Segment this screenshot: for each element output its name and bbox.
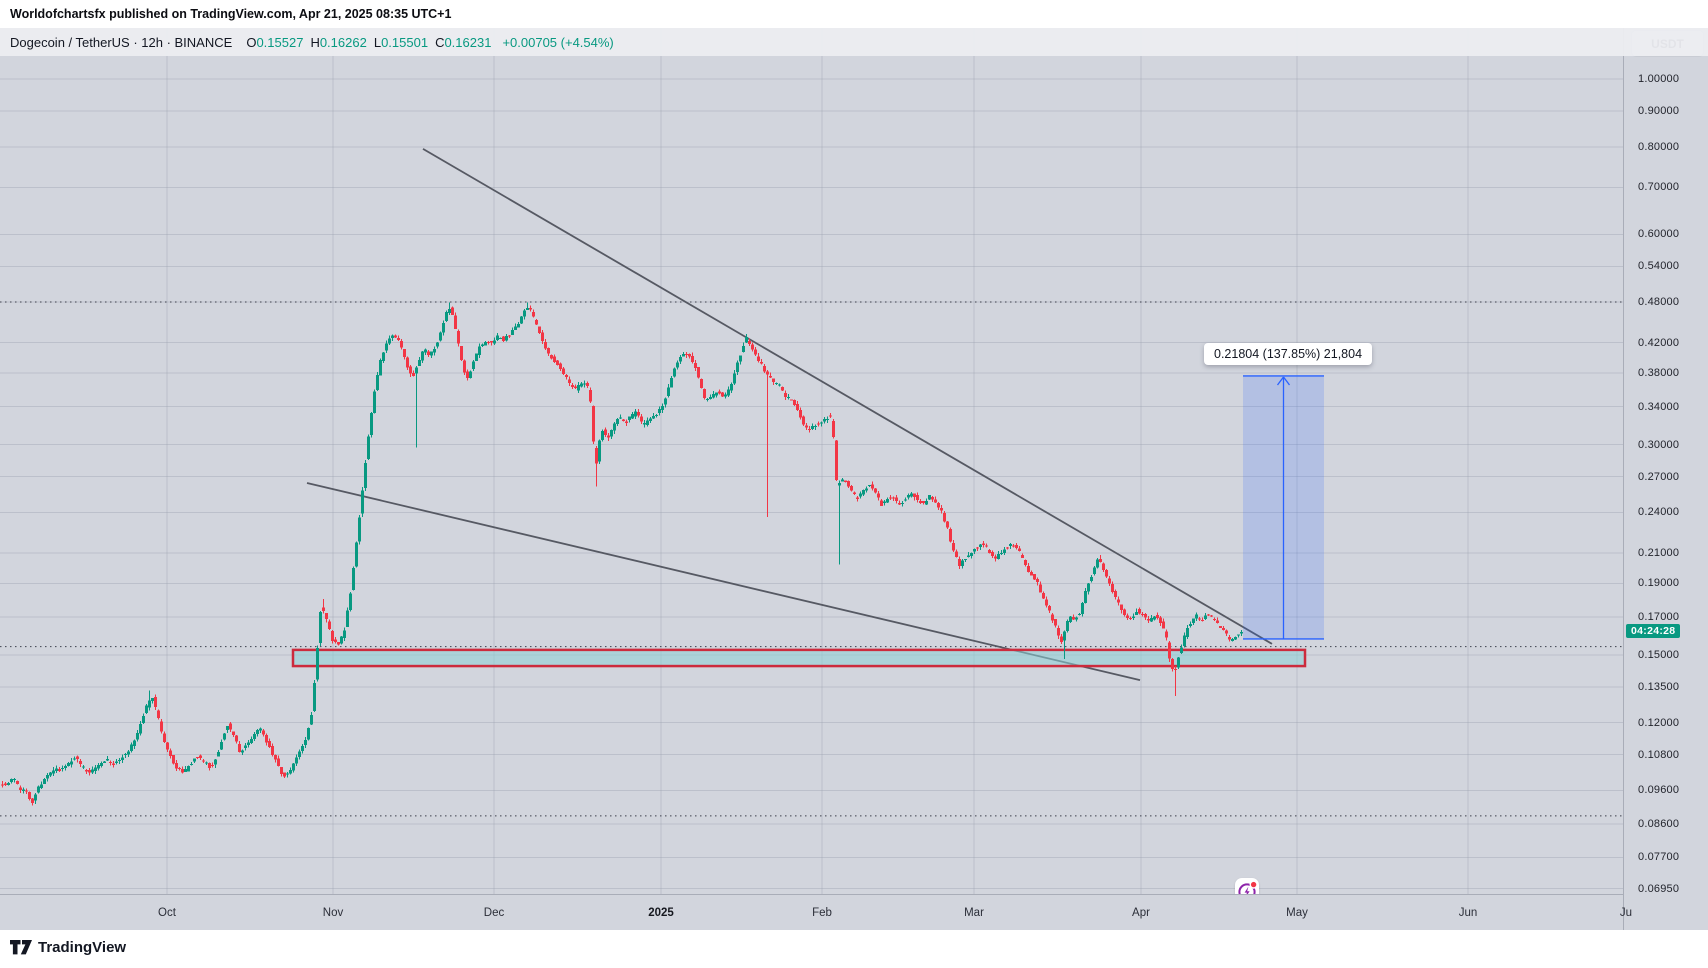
tradingview-logo-icon	[10, 940, 32, 955]
price-tick-0.42000: 0.42000	[1638, 336, 1680, 349]
support-zone-rect[interactable]	[291, 648, 1307, 668]
price-tick-0.48000: 0.48000	[1638, 296, 1680, 308]
change-value: +0.00705 (+4.54%)	[502, 34, 614, 50]
price-tick-0.10800: 0.10800	[1638, 748, 1680, 761]
measure-box[interactable]	[1243, 375, 1324, 640]
price-tick-0.09600: 0.09600	[1638, 784, 1680, 797]
high-label: H	[310, 34, 320, 50]
trendline-upper-descending[interactable]	[422, 148, 1273, 645]
symbol-header: Dogecoin / TetherUS · 12h · BINANCE O0.1…	[0, 28, 1708, 56]
gridlines	[0, 28, 1623, 894]
symbol-title: Dogecoin / TetherUS · 12h · BINANCE	[10, 34, 233, 50]
price-tick-0.60000: 0.60000	[1638, 228, 1680, 241]
price-tick-0.70000: 0.70000	[1638, 181, 1680, 194]
price-tick-0.30000: 0.30000	[1638, 438, 1680, 451]
candlestick-series	[1, 302, 1243, 806]
time-tick-May: May	[1286, 907, 1308, 919]
chart-pane[interactable]	[0, 28, 1623, 894]
price-tick-0.24000: 0.24000	[1638, 506, 1680, 519]
tradingview-logo-text: TradingView	[38, 939, 127, 956]
time-tick-2025: 2025	[648, 907, 674, 919]
time-tick-Feb: Feb	[812, 907, 832, 919]
bar-countdown-badge: 04:24:28	[1626, 624, 1681, 639]
time-tick-Ju: Ju	[1619, 907, 1633, 919]
trendline-lower-descending[interactable]	[306, 482, 1141, 681]
close-label: C	[435, 34, 445, 50]
chart-area[interactable]: Dogecoin / TetherUS · 12h · BINANCE O0.1…	[0, 28, 1708, 930]
tradingview-logo[interactable]: TradingView	[10, 939, 126, 956]
time-tick-Apr: Apr	[1132, 907, 1150, 919]
high-value: 0.16262	[319, 34, 367, 50]
time-tick-Mar: Mar	[964, 907, 984, 919]
price-tick-0.27000: 0.27000	[1638, 470, 1680, 483]
time-tick-Nov: Nov	[322, 907, 344, 919]
close-value: 0.16231	[444, 34, 492, 50]
price-tick-0.13500: 0.13500	[1638, 680, 1680, 693]
open-label: O	[246, 34, 257, 50]
time-tick-Jun: Jun	[1458, 907, 1478, 919]
price-tick-0.08600: 0.08600	[1638, 817, 1680, 830]
price-tick-0.12000: 0.12000	[1638, 716, 1680, 729]
price-axis[interactable]: USDT 04:24:28 1.000000.900000.800000.700…	[1623, 28, 1708, 930]
price-tick-0.07700: 0.07700	[1638, 851, 1680, 864]
price-tick-0.21000: 0.21000	[1638, 546, 1680, 559]
footer-bar: TradingView	[0, 930, 1708, 968]
price-tick-1.00000: 1.00000	[1638, 73, 1680, 86]
price-tick-0.34000: 0.34000	[1638, 400, 1680, 413]
price-tick-0.38000: 0.38000	[1638, 366, 1680, 379]
price-tick-0.90000: 0.90000	[1638, 105, 1680, 118]
time-tick-Dec: Dec	[483, 907, 505, 919]
measure-tool-label: 0.21804 (137.85%) 21,804	[1204, 343, 1373, 365]
price-tick-0.80000: 0.80000	[1638, 140, 1680, 153]
price-tick-0.15000: 0.15000	[1638, 649, 1680, 662]
attribution-text: Worldofchartsfx published on TradingView…	[10, 7, 452, 21]
open-value: 0.15527	[256, 34, 304, 50]
price-tick-0.54000: 0.54000	[1638, 260, 1680, 273]
low-value: 0.15501	[381, 34, 429, 50]
price-tick-0.19000: 0.19000	[1638, 577, 1680, 590]
time-axis[interactable]: Oct Nov Dec 2025 Feb Mar Apr May Jun Ju	[0, 894, 1632, 930]
time-tick-Oct: Oct	[158, 907, 176, 919]
price-tick-0.17000: 0.17000	[1638, 611, 1680, 624]
dotted-level-lines[interactable]	[0, 301, 1623, 817]
price-tick-0.06950: 0.06950	[1638, 882, 1680, 895]
low-label: L	[373, 34, 382, 50]
attribution-bar: Worldofchartsfx published on TradingView…	[0, 0, 1708, 28]
ohlc-readout: O0.15527 H0.16262 L0.15501 C0.16231 +0.0…	[246, 35, 613, 50]
